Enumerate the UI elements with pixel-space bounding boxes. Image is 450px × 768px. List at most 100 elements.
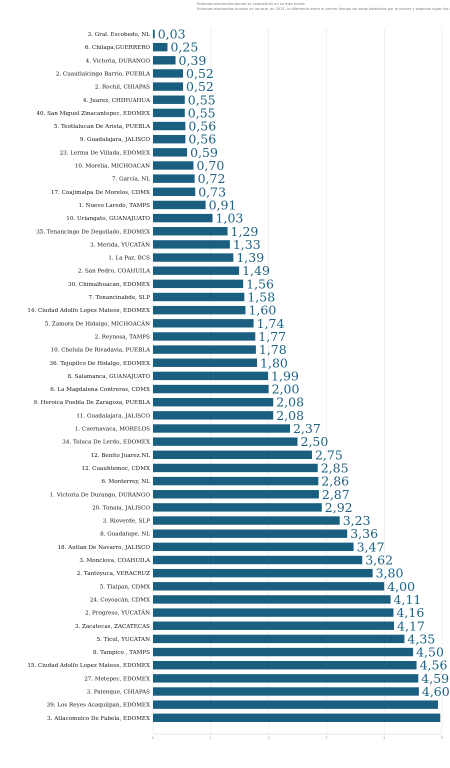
category-labels: 3. Gral. Escobedo, NL 6. Chilapa,GUERRERO… — [27, 32, 151, 722]
bar — [153, 384, 269, 394]
value-label: 4,17 — [397, 618, 425, 633]
bar — [153, 187, 196, 196]
category-label: 2. Tantoyuca, VERACRUZ — [77, 571, 150, 577]
bar — [153, 516, 340, 525]
value-label: 2,00 — [272, 382, 300, 397]
value-label: 1,33 — [233, 237, 261, 252]
value-label: 0,39 — [179, 53, 207, 68]
bar — [153, 332, 256, 341]
bar — [153, 634, 405, 644]
value-label: 3,23 — [343, 513, 371, 528]
value-label: 0,91 — [209, 197, 237, 212]
bar — [153, 69, 184, 78]
value-label: 0,55 — [188, 92, 216, 107]
category-label: 10. Morelia, MICHOACAN — [75, 164, 150, 170]
x-tick-label: 4 — [383, 736, 386, 740]
value-label: 0,52 — [186, 66, 214, 81]
value-label: 0,56 — [188, 119, 216, 134]
category-label: 3. Monclova, COAHUILA — [79, 558, 151, 564]
bar — [153, 555, 363, 565]
category-label: 1. La Paz, BCS — [108, 256, 150, 262]
bar — [153, 29, 155, 39]
category-label: 4. Victoria, DURANGO — [86, 58, 151, 64]
bar — [153, 437, 298, 446]
x-tick-label: 0 — [152, 736, 154, 740]
bar — [153, 108, 185, 118]
category-label: 2. Rochil, CHIAPAS — [95, 85, 150, 91]
category-label: 17. Coajimalpa De Morelos, CDMX — [51, 190, 150, 196]
bar — [153, 713, 441, 722]
bar — [153, 292, 245, 302]
bar — [153, 305, 246, 315]
bar — [153, 319, 254, 328]
value-label: 3,47 — [357, 539, 385, 554]
value-label: 0,70 — [196, 158, 224, 173]
value-label: 0,59 — [190, 145, 218, 160]
value-label: 1,74 — [257, 316, 285, 331]
header-line-2: Entornos electorales buenos en las que, … — [197, 6, 450, 11]
bar — [153, 674, 419, 683]
bar — [153, 490, 319, 499]
bar — [153, 266, 240, 275]
value-label: 0,73 — [198, 184, 226, 199]
value-label: 1,58 — [247, 290, 275, 305]
category-label: 2. Reynosa, TAMPS — [95, 334, 150, 340]
bar — [153, 463, 318, 473]
category-label: 8. Guadalupe, NL — [100, 532, 150, 538]
category-label: 14. Ciudad Adolfo Lopez Mateos, EDOMEX — [27, 308, 150, 314]
bar — [153, 398, 274, 407]
bar — [153, 358, 258, 367]
value-label: 1,80 — [260, 355, 288, 370]
category-label: 27. Metepec, EDOMEX — [84, 676, 150, 682]
value-label: 2,50 — [301, 434, 329, 449]
x-tick-label: 3 — [325, 736, 327, 740]
value-label: 2,37 — [293, 421, 321, 436]
bar — [153, 595, 391, 604]
bar — [153, 161, 194, 170]
bar — [153, 253, 234, 262]
category-label: 11. Guadalajara, JALISCO — [76, 413, 150, 419]
category-label: 12. Cuauhtemoc, CDMX — [82, 466, 151, 472]
bar — [153, 476, 319, 486]
value-label: 4,00 — [387, 579, 415, 594]
category-label: 1. Nuevo Laredo, TAMPS — [78, 203, 150, 209]
category-label: 3. Gral. Escobedo, NL — [88, 32, 151, 38]
header-line-1: Entornos electorales donde se competirán… — [197, 2, 305, 6]
bar — [153, 647, 414, 657]
category-label: 6. Monterrey, NL — [101, 479, 150, 485]
value-label: 3,62 — [365, 553, 393, 568]
category-label: 1. Victoria De Durango, DURANGO — [50, 492, 151, 498]
value-labels: 0,030,250,390,520,520,550,550,560,560,59… — [158, 27, 450, 700]
category-label: 4. Juarez, CHIHUAHUA — [83, 98, 151, 104]
bar — [153, 240, 230, 249]
bar — [153, 148, 188, 157]
x-axis-ticks: 0 1 2 3 4 5 — [152, 733, 443, 740]
x-tick-label: 5 — [441, 736, 443, 740]
bar — [153, 582, 385, 591]
category-label: 5. Zamora De Hidalgo, MICHOACÁN — [45, 320, 150, 327]
bar — [153, 135, 186, 144]
category-label: 1. Cuernavaca, MORELOS — [75, 427, 150, 433]
value-label: 0,03 — [158, 27, 186, 42]
value-label: 4,56 — [420, 658, 448, 673]
value-label: 1,60 — [248, 303, 276, 318]
category-label: 2. Cuautlalcingo Barrio, PUEBLA — [56, 71, 151, 77]
bar — [153, 121, 186, 131]
x-tick-label: 2 — [267, 736, 269, 740]
category-label: 5. Ticul, YUCATAN — [97, 637, 151, 643]
value-label: 2,85 — [321, 460, 349, 475]
value-label: 1,03 — [216, 211, 244, 226]
category-label: 3. Atlacomulco De Fabela, EDOMEX — [47, 716, 150, 722]
category-label: 3. Merida, YUCATÁN — [90, 241, 150, 248]
value-label: 4,60 — [422, 684, 450, 699]
value-label: 4,59 — [421, 671, 449, 686]
bar — [153, 529, 348, 538]
value-label: 0,52 — [186, 79, 214, 94]
bar — [153, 95, 185, 104]
value-label: 1,78 — [259, 342, 287, 357]
category-label: 6. Chilapa,GUERRERO — [85, 45, 151, 51]
category-label: 2. San Pedro, COAHUILA — [78, 269, 151, 275]
value-label: 4,50 — [416, 645, 444, 660]
value-label: 0,55 — [188, 105, 216, 120]
